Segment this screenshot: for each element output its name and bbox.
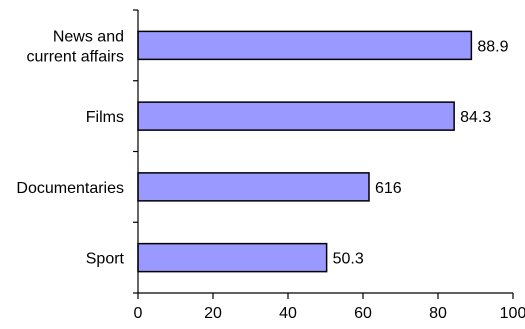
x-tick-label-2: 40 [279,305,297,322]
bars [137,30,473,273]
value-label-0: 88.9 [477,38,508,55]
axes [133,9,514,299]
bar-0 [137,30,473,61]
value-label-3: 50.3 [333,251,364,268]
value-label-2: 616 [375,180,402,197]
bar-2 [137,172,370,202]
x-tick-label-1: 20 [204,305,222,322]
category-label-0: News and current affairs [26,28,124,65]
labels: 88.9 News and current affairs 84.3 Films 616 D… [16,28,525,322]
bar-1 [137,101,455,131]
x-tick-label-3: 60 [354,305,372,322]
x-tick-label-0: 0 [134,305,143,322]
category-label-3: Sport [86,251,125,268]
category-label-2: Documentaries [16,180,124,197]
bar-3 [137,242,328,273]
x-tick-label-5: 100 [500,305,525,322]
category-label-1: Films [86,109,124,126]
value-label-1: 84.3 [460,109,491,126]
x-tick-label-4: 80 [429,305,447,322]
